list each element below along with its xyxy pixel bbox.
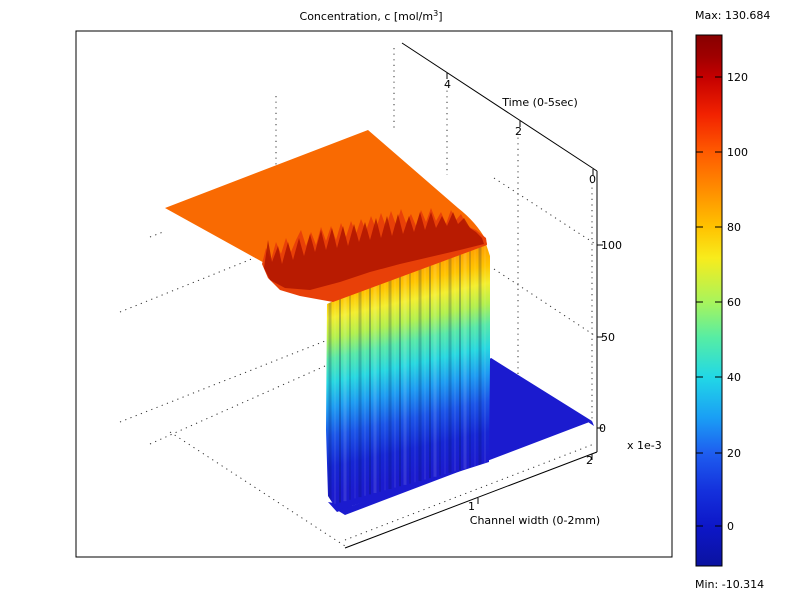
time-axis-label: Time (0-5sec)	[501, 96, 578, 109]
colorbar-min-label: Min: -10.314	[695, 578, 764, 591]
width-axis-label: Channel width (0-2mm)	[470, 514, 600, 527]
width-axis-line	[344, 451, 598, 549]
colorbar-tick-100: 100	[727, 146, 748, 159]
time-tick-0: 0	[589, 173, 596, 186]
surface-floor-strip	[337, 358, 592, 515]
time-tick-4: 4	[444, 78, 451, 91]
colorbar-ticks	[696, 76, 722, 527]
z-tick-50: 50	[601, 331, 615, 344]
colorbar-max-label: Max: 130.684	[695, 9, 770, 22]
axis-tick-labels: 4 2 0 100 50 0 1 2	[444, 78, 622, 513]
z-tick-100: 100	[601, 239, 622, 252]
colorbar-tick-80: 80	[727, 221, 741, 234]
z-tick-0: 0	[599, 422, 606, 435]
time-axis-line	[401, 42, 598, 172]
colorbar-tick-120: 120	[727, 71, 748, 84]
colorbar-tick-40: 40	[727, 371, 741, 384]
surface-face-striations	[328, 239, 486, 506]
colorbar-tick-0: 0	[727, 520, 734, 533]
axes-lines	[344, 42, 603, 549]
colorbar-gradient	[695, 34, 723, 567]
colorbar: Max: 130.684 120 100 80 60 40 20 0 Min: …	[695, 9, 770, 591]
grid-dotted-lines	[119, 48, 598, 547]
plot-title: Concentration, c [mol/m3]	[300, 9, 443, 23]
colorbar-tick-60: 60	[727, 296, 741, 309]
width-tick-1: 1	[468, 500, 475, 513]
time-tick-2: 2	[515, 125, 522, 138]
colorbar-tick-20: 20	[727, 447, 741, 460]
surface-front-face	[326, 237, 490, 510]
surface-ridge-noise-peaks	[264, 212, 484, 290]
width-axis-scale-note: x 1e-3	[627, 439, 662, 452]
colorbar-tick-labels: 120 100 80 60 40 20 0	[727, 71, 748, 533]
width-tick-2: 2	[586, 454, 593, 467]
